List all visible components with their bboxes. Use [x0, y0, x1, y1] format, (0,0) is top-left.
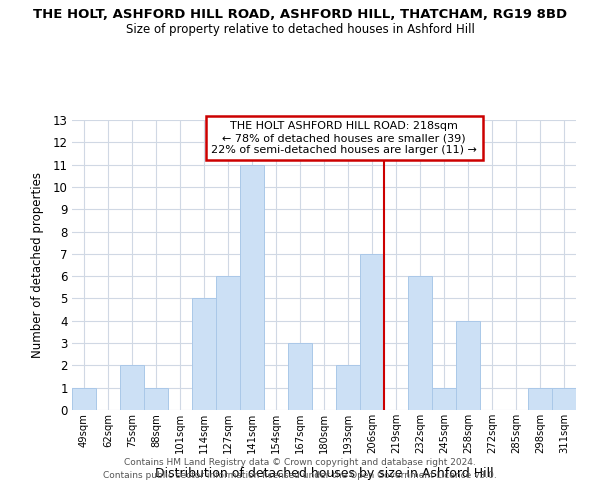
Text: Size of property relative to detached houses in Ashford Hill: Size of property relative to detached ho… [125, 22, 475, 36]
Bar [552, 388, 576, 410]
Bar [72, 388, 96, 410]
Bar [360, 254, 384, 410]
Bar [456, 321, 480, 410]
Bar [408, 276, 432, 410]
Y-axis label: Number of detached properties: Number of detached properties [31, 172, 44, 358]
Text: Contains HM Land Registry data © Crown copyright and database right 2024.
Contai: Contains HM Land Registry data © Crown c… [103, 458, 497, 480]
Bar [336, 366, 360, 410]
Text: THE HOLT, ASHFORD HILL ROAD, ASHFORD HILL, THATCHAM, RG19 8BD: THE HOLT, ASHFORD HILL ROAD, ASHFORD HIL… [33, 8, 567, 20]
Bar [192, 298, 216, 410]
Bar [432, 388, 456, 410]
Bar [216, 276, 240, 410]
Bar [144, 388, 168, 410]
Text: THE HOLT ASHFORD HILL ROAD: 218sqm
← 78% of detached houses are smaller (39)
22%: THE HOLT ASHFORD HILL ROAD: 218sqm ← 78%… [211, 122, 477, 154]
Bar [240, 164, 264, 410]
X-axis label: Distribution of detached houses by size in Ashford Hill: Distribution of detached houses by size … [155, 467, 493, 480]
Bar [528, 388, 552, 410]
Bar [288, 343, 312, 410]
Bar [120, 366, 144, 410]
